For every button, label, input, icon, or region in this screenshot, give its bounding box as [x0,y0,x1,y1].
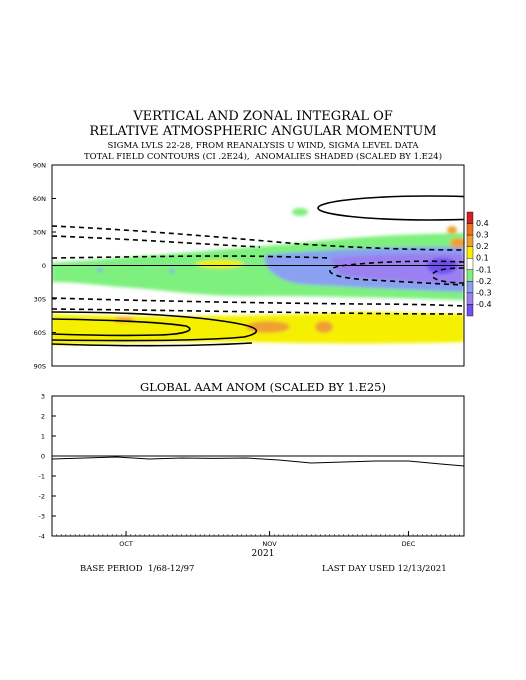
contour-line [52,225,464,251]
aam-line [51,456,465,467]
anomaly-blob [450,238,464,248]
colorbar-label: -0.3 [476,288,492,297]
y-tick-label: 60S [34,329,46,337]
contour-line [52,342,253,347]
y-tick-label: 2 [41,413,45,421]
anomaly-blob [447,226,457,234]
y-tick-label: 1 [41,433,45,441]
colorbar-swatch [466,223,474,236]
y-tick-label: 30S [34,296,46,304]
colorbar-swatch [466,258,474,270]
contour-line [52,318,191,337]
colorbar-swatch [466,292,474,305]
y-tick-label: 60N [33,195,46,203]
contour-line [52,255,331,259]
x-axis-year-label: 2021 [251,549,275,559]
y-tick-label: 90S [34,363,46,371]
anomaly-shading [52,208,464,345]
colorbar-label: 0.3 [476,231,489,240]
y-tick-label: -1 [39,473,45,481]
anomaly-blob [292,208,308,216]
y-tick-label: 0 [41,453,45,461]
base-period-label: BASE PERIOD 1/68-12/97 [80,564,195,574]
contour-line [52,297,464,307]
y-tick-label: 0 [42,262,46,270]
chart-subtitle: SIGMA LVLS 22-28, FROM REANALYSIS U WIND… [107,141,419,151]
contour-line [329,260,464,286]
colorbar-swatch [466,269,474,282]
aam-series [51,456,465,467]
y-tick-label: -2 [39,493,45,501]
colorbar-swatch [466,211,474,224]
chart-title-line2: RELATIVE ATMOSPHERIC ANGULAR MOMENTUM [89,124,437,139]
colorbar-label: -0.2 [476,277,492,286]
colorbar-label: -0.4 [476,300,492,309]
chart-subtitle-line2: TOTAL FIELD CONTOURS (CI .2E24), ANOMALI… [83,152,443,162]
y-tick-label: -3 [39,513,45,521]
contour-line [52,235,261,248]
contour-line [52,311,258,342]
y-tick-label: 90N [33,162,46,170]
y-tick-label: 30N [33,229,46,237]
top-y-axis: 90N 60N 30N 0 30S 60S 90S [33,162,56,371]
aam-chart-title: GLOBAL AAM ANOM (SCALED BY 1.E25) [140,380,386,394]
colorbar-swatch [466,304,474,317]
x-tick-label: DEC [402,540,416,548]
x-tick-label: NOV [262,540,277,548]
colorbar-label: 0.1 [476,254,489,263]
bottom-y-axis: 3 2 1 0 -1 -2 -3 -4 [39,393,56,541]
colorbar-label: 0.4 [476,219,489,228]
colorbar-swatch [466,234,474,247]
anomaly-blob [169,269,175,273]
contour-line [431,267,464,284]
anomaly-blob [315,321,333,333]
colorbar-label: 0.2 [476,242,489,251]
contour-line [317,195,464,221]
anomaly-blob [196,260,244,268]
anomaly-blob [97,268,103,272]
total-field-contours [52,195,464,347]
anomaly-blob [182,320,198,326]
colorbar-swatch [466,281,474,294]
colorbar: 0.4 0.3 0.2 0.1 -0.1 -0.2 -0.3 -0.4 [466,211,492,317]
x-tick-label: OCT [119,540,133,548]
contour-line [52,308,464,315]
colorbar-swatch [466,246,474,259]
last-day-used-label: LAST DAY USED 12/13/2021 [322,564,447,574]
anomaly-blob [246,321,290,333]
bottom-x-axis: OCT NOV DEC [51,531,465,548]
chart-title: VERTICAL AND ZONAL INTEGRAL OF [133,109,393,124]
y-tick-label: -4 [39,533,45,541]
colorbar-label: -0.1 [476,265,492,274]
bottom-plot-frame [51,395,465,537]
y-tick-label: 3 [41,393,45,401]
